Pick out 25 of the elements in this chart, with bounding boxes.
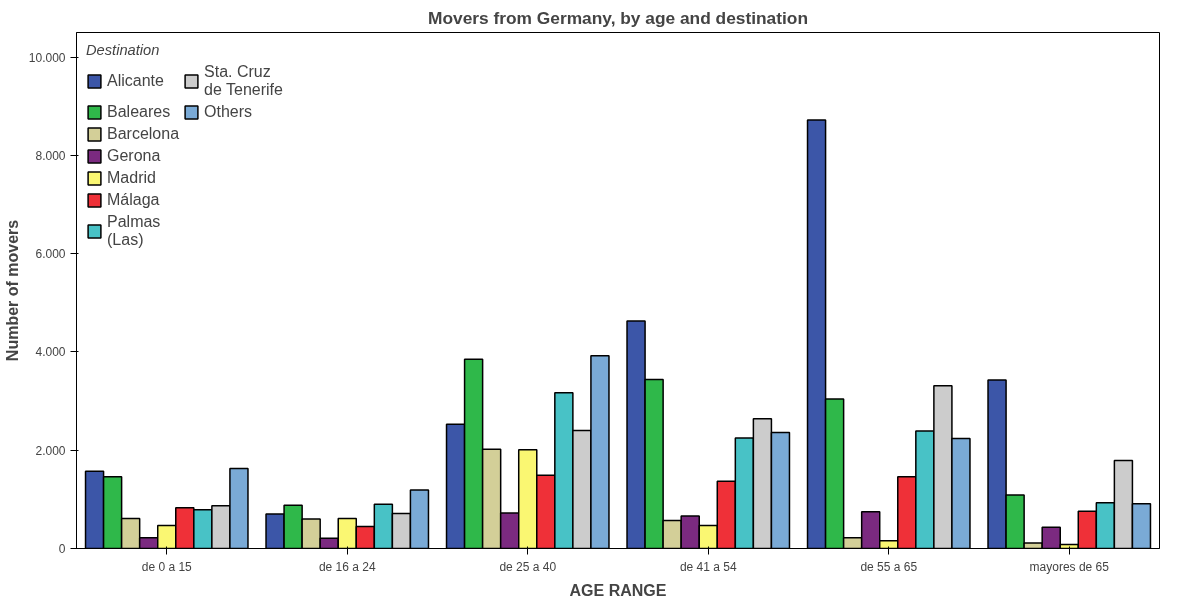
y-tick-label: 4.000	[35, 345, 66, 360]
legend-label: Others	[204, 103, 253, 121]
y-tick-label: 0	[58, 542, 66, 556]
legend-label: Barcelona	[107, 125, 180, 143]
legend-label: Sta. Cruz de Tenerife	[204, 63, 283, 99]
y-axis-title: Number of movers	[3, 219, 21, 362]
x-tick-label: de 16 a 24	[318, 559, 376, 574]
x-tick-label: de 0 a 15	[141, 559, 193, 574]
y-tick-label: 8.000	[35, 148, 66, 163]
legend-label: Málaga	[107, 191, 160, 209]
legend-label: Madrid	[107, 169, 156, 187]
legend-title: Destination	[86, 42, 161, 58]
x-tick-label: de 41 a 54	[679, 559, 737, 574]
y-tick-label: 6.000	[35, 247, 66, 262]
legend-label: Gerona	[107, 147, 161, 165]
x-tick-label: mayores de 65	[1029, 559, 1110, 574]
x-axis-title: AGE RANGE	[569, 581, 667, 599]
chart-title: Movers from Germany, by age and destination	[427, 7, 809, 28]
y-tick-label: 2.000	[35, 443, 66, 458]
legend-label: Alicante	[107, 72, 164, 90]
x-tick-label: de 55 a 65	[860, 559, 918, 574]
legend-label: Palmas (Las)	[107, 213, 161, 249]
y-tick-label: 10.000	[28, 50, 66, 65]
x-tick-label: de 25 a 40	[499, 559, 557, 574]
legend-label: Baleares	[107, 103, 171, 121]
